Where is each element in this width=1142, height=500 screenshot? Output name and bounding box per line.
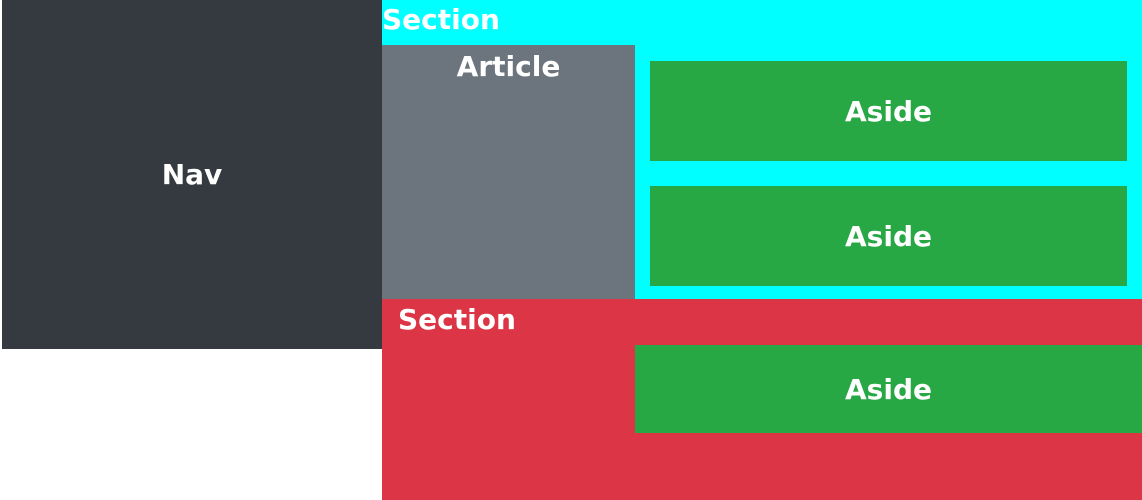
article-label: Article [456,50,561,83]
section-bottom-label: Section [398,303,516,336]
aside-block-3: Aside [635,345,1142,433]
aside-block-2: Aside [650,186,1127,286]
aside-label-2: Aside [845,219,932,253]
article-block: Article [382,45,635,299]
aside-label-3: Aside [845,372,932,406]
nav-label: Nav [161,158,223,191]
aside-label-1: Aside [845,94,932,128]
aside-block-1: Aside [650,61,1127,161]
section-top-label: Section [382,3,500,36]
nav-block: Nav [2,0,382,349]
